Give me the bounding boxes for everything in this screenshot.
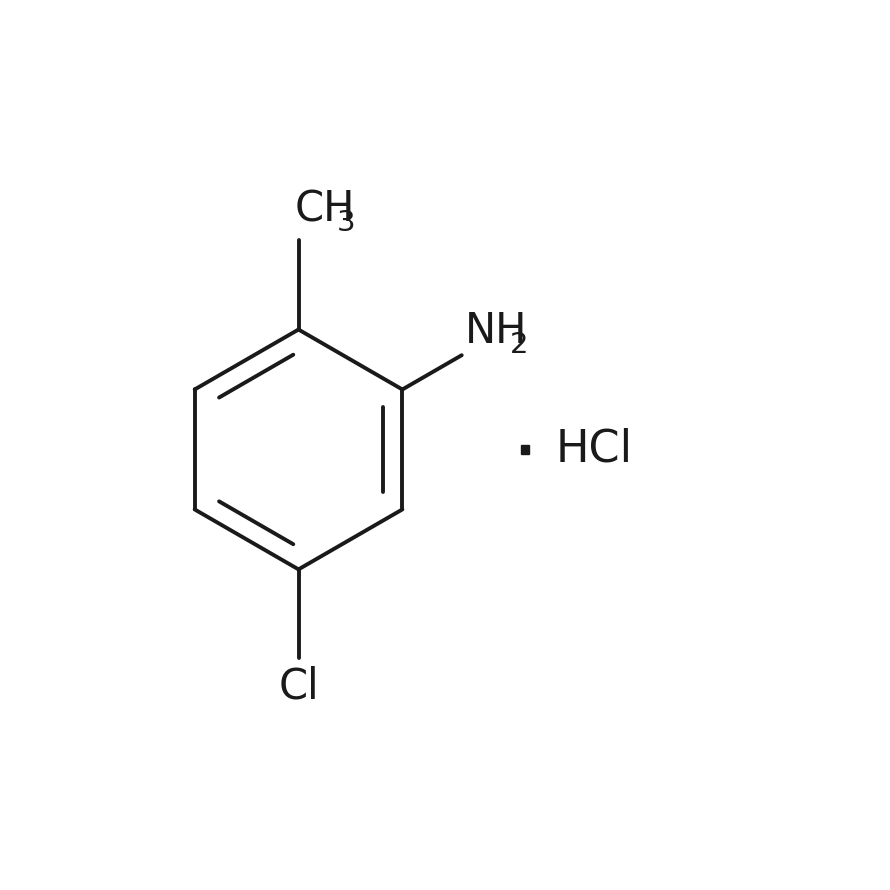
Text: 2: 2	[510, 331, 529, 359]
Text: HCl: HCl	[555, 428, 633, 471]
Text: CH: CH	[295, 188, 356, 231]
Bar	[521, 445, 529, 454]
Text: 3: 3	[337, 209, 355, 237]
Text: NH: NH	[465, 310, 528, 352]
Text: Cl: Cl	[279, 666, 319, 708]
